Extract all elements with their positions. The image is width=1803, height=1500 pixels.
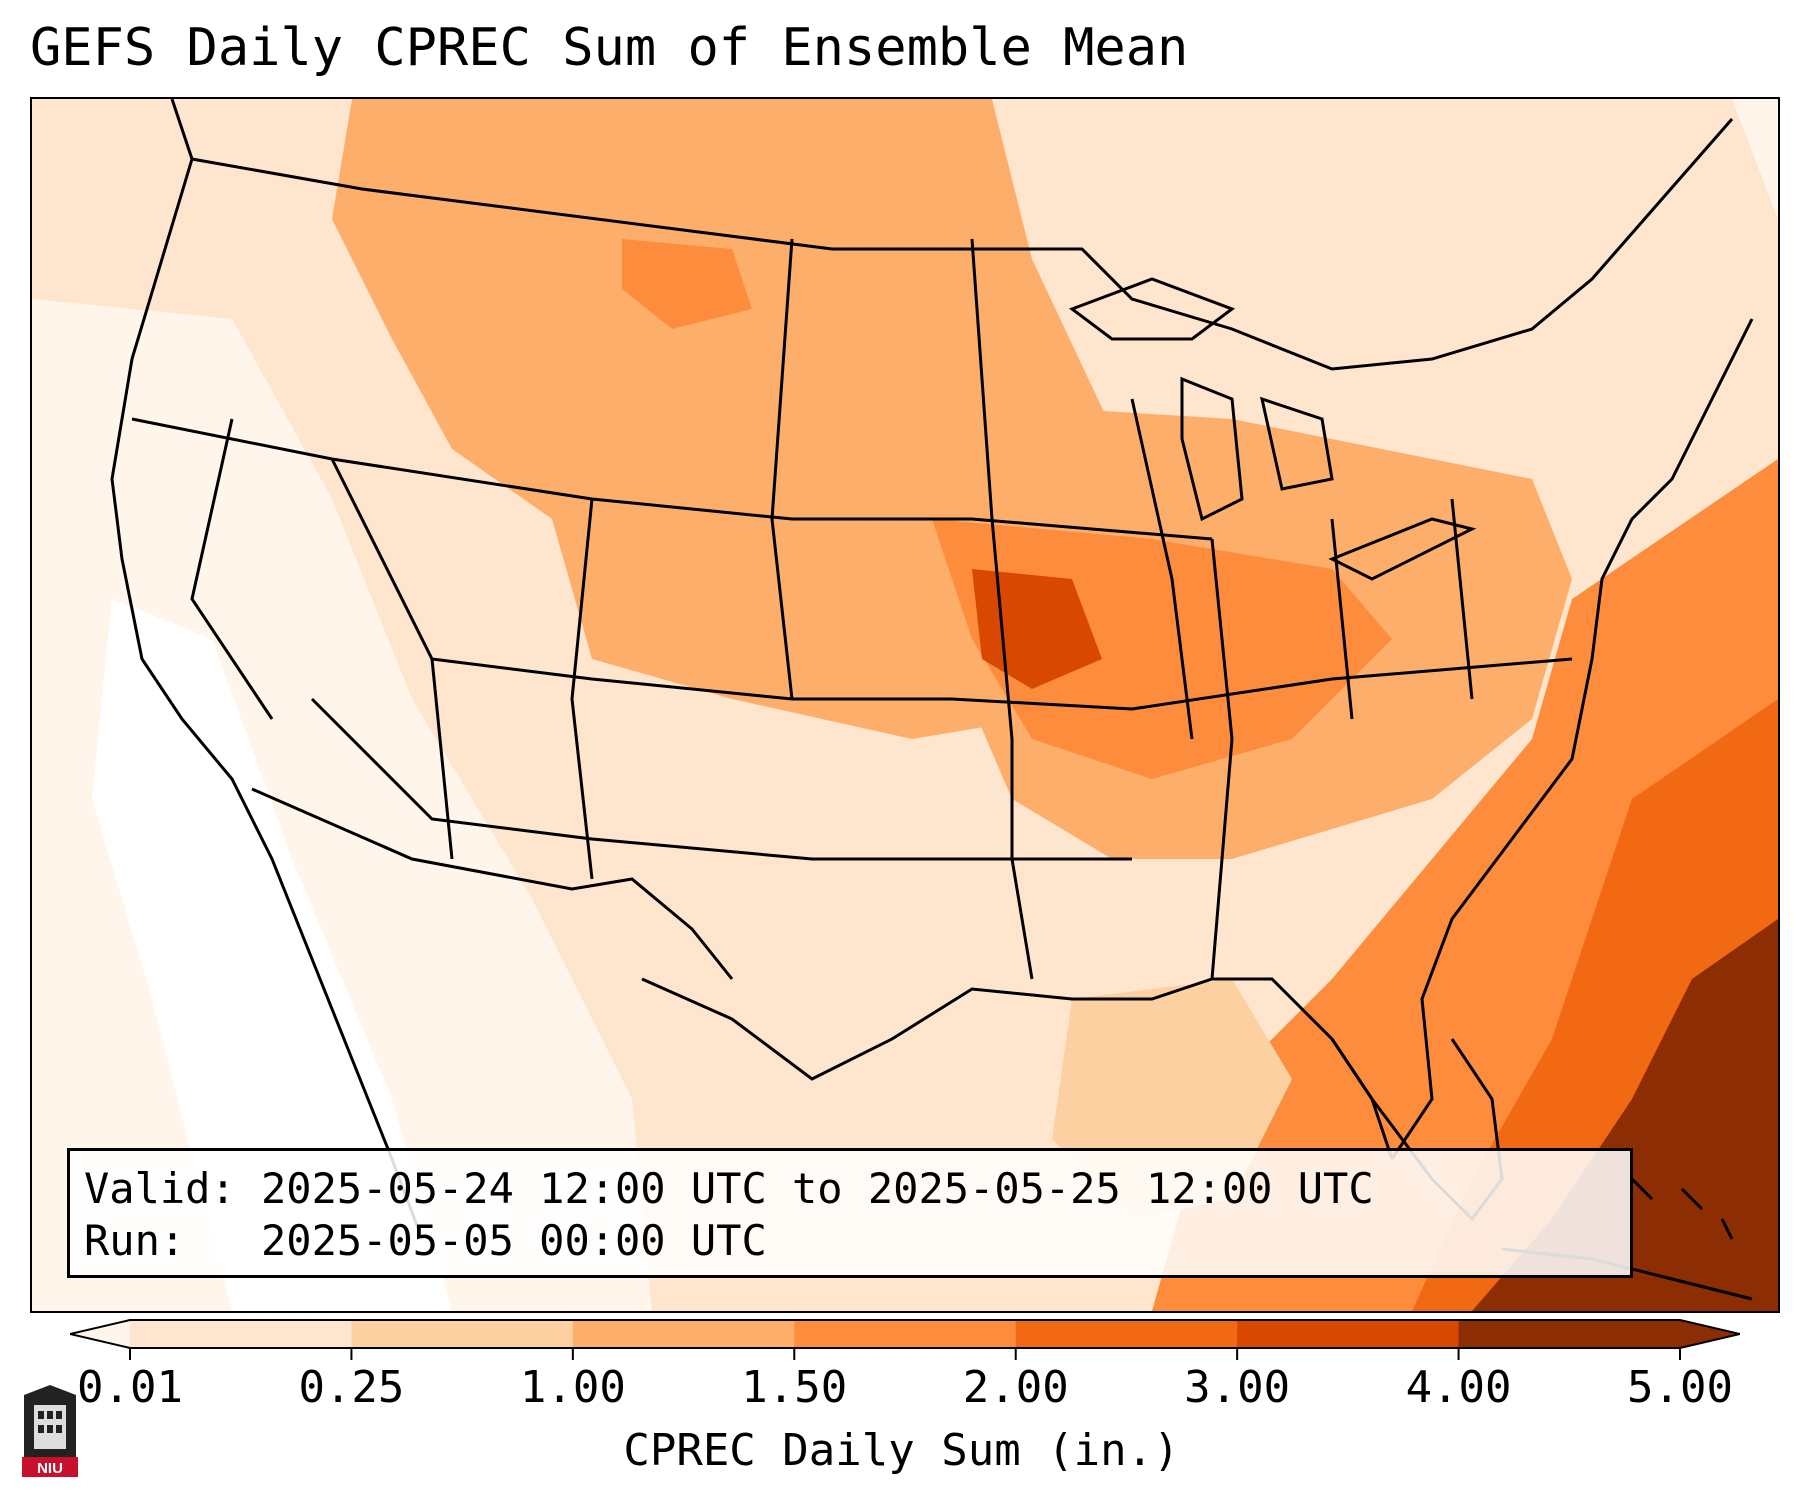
precip-region-baja [92, 599, 452, 1311]
precip-region-montana [622, 239, 752, 329]
map-title: GEFS Daily CPREC Sum of Ensemble Mean [30, 18, 1189, 78]
colorbar-segment [794, 1320, 1017, 1348]
colorbar-tick-label: 1.00 [519, 1362, 626, 1413]
colorbar [70, 1319, 1740, 1360]
colorbar-tick-label: 4.00 [1405, 1362, 1512, 1413]
precip-region-atlantic-max [1472, 919, 1778, 1311]
colorbar-extend-low [70, 1320, 130, 1348]
precipitation-map [30, 97, 1780, 1313]
projection-edge [1732, 99, 1778, 219]
colorbar-segment [130, 1320, 352, 1348]
niu-logo: NIU [22, 1385, 78, 1477]
logo-text: NIU [37, 1460, 63, 1477]
colorbar-tick-label: 0.01 [77, 1362, 183, 1413]
map-outlines [110, 99, 1754, 1301]
colorbar-tick-label: 1.50 [741, 1362, 848, 1413]
map-canvas [32, 99, 1778, 1311]
precip-region-plains [332, 99, 1112, 739]
colorbar-segment [1237, 1320, 1460, 1348]
valid-label: Valid: [84, 1164, 236, 1213]
run-value: 2025-05-05 00:00 UTC [261, 1216, 767, 1265]
colorbar-tick-label: 5.00 [1627, 1362, 1733, 1413]
colorbar-segment [1015, 1320, 1238, 1348]
colorbar-segment [572, 1320, 795, 1348]
colorbar-extend-high [1680, 1320, 1740, 1348]
valid-value: 2025-05-24 12:00 UTC to 2025-05-25 12:00… [261, 1164, 1374, 1213]
colorbar-segment [1458, 1320, 1681, 1348]
colorbar-segment [351, 1320, 574, 1348]
run-label: Run: [84, 1216, 186, 1265]
valid-run-infobox: Valid: 2025-05-24 12:00 UTC to 2025-05-2… [67, 1148, 1633, 1278]
colorbar-tick-label: 3.00 [1184, 1362, 1291, 1413]
colorbar-tick-label: 0.25 [298, 1362, 405, 1413]
colorbar-label: CPREC Daily Sum (in.) [623, 1425, 1180, 1476]
logo-banner [22, 1457, 78, 1477]
colorbar-tick-label: 2.00 [962, 1362, 1069, 1413]
